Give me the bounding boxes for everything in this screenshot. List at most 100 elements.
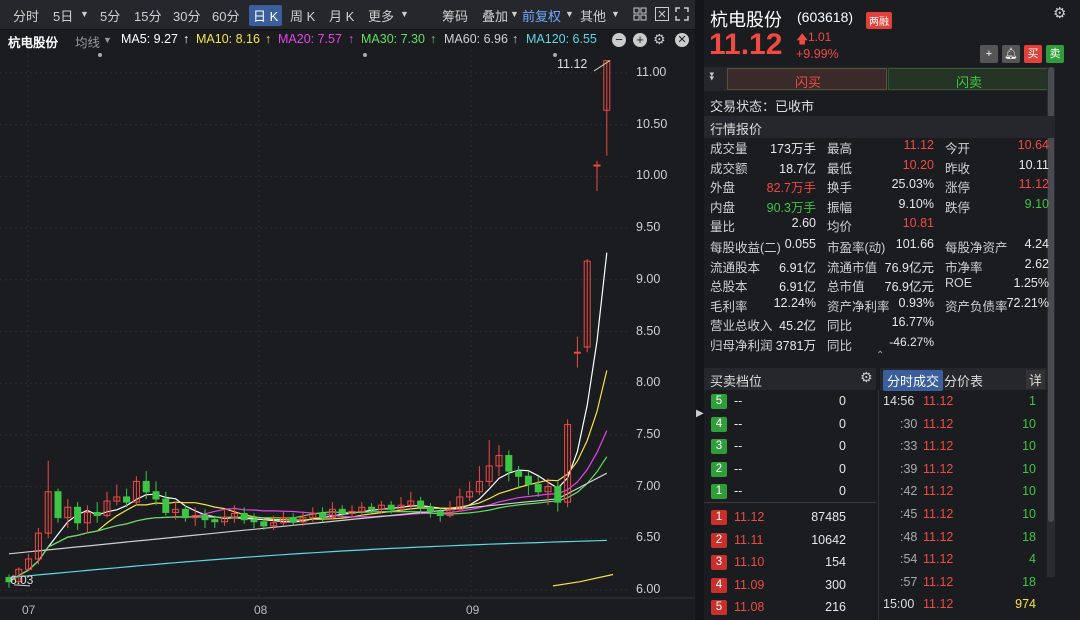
stats-row: 每股收益(二) 0.055 市盈率(动) 101.66 每股净资产 4.24 [710, 237, 1055, 256]
stat-label: 营业总收入 [710, 319, 773, 334]
stat-label: 归母净利润 [710, 339, 773, 353]
period-tab-30min[interactable]: 30分 [173, 9, 201, 24]
panel-collapse-strip[interactable]: ▶ [695, 0, 704, 620]
candle-body [456, 496, 464, 510]
level-volume: 216 [825, 600, 846, 615]
ask-row[interactable]: 5 -- 0 [706, 391, 876, 413]
kline-chart[interactable] [0, 50, 695, 620]
level-badge: 2 [711, 532, 727, 548]
candle-body [436, 510, 444, 517]
stat-value: 11.12 [903, 138, 934, 152]
period-tab-15min[interactable]: 15分 [134, 9, 162, 24]
candle-body [475, 480, 483, 493]
chips-button[interactable]: 筹码 [442, 9, 469, 24]
candle-body [417, 500, 425, 508]
stats-row: 营业总收入 45.2亿 同比 16.77% [710, 315, 1055, 334]
candle-body [5, 577, 13, 583]
buy-button[interactable]: 买 [1024, 45, 1042, 63]
bid-row[interactable]: 3 11.10 154 [706, 552, 876, 574]
level-volume: 0 [839, 416, 846, 431]
bid-row[interactable]: 4 11.09 300 [706, 575, 876, 597]
ma-type-selector[interactable]: 均线 [75, 36, 101, 50]
period-tab-5min[interactable]: 5分 [100, 9, 121, 24]
stat-value: 3781万 [775, 339, 816, 353]
tick-volume: 10 [1022, 484, 1036, 499]
ma60-label: MA60: 6.96 [444, 32, 508, 46]
tick-volume: 4 [1029, 552, 1036, 567]
close-icon[interactable] [654, 6, 670, 22]
flash-buy-button[interactable]: 闪买 [727, 68, 887, 90]
level-badge: 2 [711, 461, 727, 477]
fullscreen-icon[interactable] [674, 6, 690, 22]
sell-button[interactable]: 卖 [1046, 45, 1064, 63]
grid-icon[interactable] [632, 6, 648, 22]
period-tab-timeshare[interactable]: 分时 [13, 9, 40, 24]
flash-sell-button[interactable]: 闪卖 [888, 68, 1048, 90]
chevron-down-icon: ▼ [565, 9, 574, 19]
gear-icon[interactable]: ⚙ [653, 31, 666, 47]
last-price: 11.12 [709, 28, 783, 61]
candle-body [250, 519, 258, 523]
chevron-right-icon[interactable]: ▶ [696, 408, 704, 419]
gear-icon[interactable]: ⚙ [860, 369, 873, 385]
candle-body [279, 517, 287, 524]
tick-row: :48 11.12 18 [880, 527, 1040, 549]
plus-icon[interactable]: + [633, 33, 647, 47]
chart-header: 杭电股份 均线 ▼ MA5: 9.27 ↑ MA10: 8.16 ↑ MA20:… [0, 30, 695, 50]
bid-row[interactable]: 5 11.08 216 [706, 597, 876, 619]
stats-row: 流通股本 6.91亿 流通市值 76.9亿元 市净率 2.62 [710, 257, 1055, 276]
ma-lines [8, 252, 614, 587]
tick-price: 11.12 [923, 597, 954, 612]
stats-row: 总股本 6.91亿 总市值 76.9亿元 ROE 1.25% [710, 276, 1055, 295]
add-watchlist-button[interactable]: + [980, 45, 998, 63]
period-tab-daily[interactable]: 日 K [249, 5, 283, 26]
level-badge: 1 [711, 484, 727, 500]
tick-time: :54 [900, 552, 918, 567]
period-tab-60min[interactable]: 60分 [212, 9, 240, 24]
stat-label: 内盘 [710, 200, 736, 215]
chevron-up-icon[interactable]: ⌃ [876, 350, 885, 361]
chevron-down-icon[interactable]: ▼ [80, 9, 89, 19]
ask-row[interactable]: 3 -- 0 [706, 436, 876, 458]
bid-row[interactable]: 2 11.11 10642 [706, 530, 876, 552]
stat-label: 流通股本 [710, 260, 761, 275]
period-more-menu[interactable]: 更多 [368, 9, 395, 24]
period-tab-monthly[interactable]: 月 K [329, 9, 355, 24]
high-price-label: 11.12 [557, 57, 588, 71]
stat-label: 同比 [827, 339, 853, 353]
bid-row[interactable]: 1 11.12 87485 [706, 507, 876, 529]
stats-row: 量比 2.60 均价 10.81 [710, 216, 1055, 235]
overlay-menu[interactable]: 叠加 [482, 9, 509, 24]
ask-row[interactable]: 2 -- 0 [706, 459, 876, 481]
stat-value: 1.25% [1013, 276, 1049, 291]
scrollbar-thumb[interactable] [1048, 67, 1054, 522]
ma120-line [8, 539, 607, 579]
candle-body [240, 512, 248, 521]
candle-body [377, 504, 385, 510]
chart-marks [13, 60, 611, 587]
other-menu[interactable]: 其他 [580, 9, 607, 24]
period-tab-weekly[interactable]: 周 K [290, 9, 316, 24]
ask-row[interactable]: 1 -- 0 [706, 481, 876, 503]
tab-timeshare-trades[interactable]: 分时成交 [883, 370, 944, 391]
stat-label: 成交量 [710, 142, 748, 156]
y-tick-label: 8.00 [636, 375, 661, 390]
bell-icon[interactable]: 🔔︎ [1002, 45, 1020, 63]
panel-scrollbar[interactable] [1047, 67, 1055, 577]
minus-icon[interactable]: − [612, 33, 626, 47]
candle-body [221, 517, 229, 523]
tick-row: 15:00 11.12 974 [880, 594, 1040, 616]
adjust-menu[interactable]: 前复权 [522, 9, 562, 24]
period-tab-5day[interactable]: 5日 [53, 9, 74, 24]
close-icon[interactable]: ✕ [675, 33, 689, 47]
ask-row[interactable]: 4 -- 0 [706, 414, 876, 436]
detail-button[interactable]: 详 [1026, 370, 1046, 389]
candle-body [603, 60, 611, 111]
gear-icon[interactable]: ⚙ [1053, 5, 1067, 22]
tab-price-table[interactable]: 分价表 [944, 374, 984, 389]
candle-body [162, 498, 170, 513]
level-volume: 0 [839, 461, 846, 476]
stat-value: 0.93% [898, 295, 934, 310]
low-marker-line [13, 584, 31, 587]
double-chevron-down-icon[interactable]: ⏬︎ [710, 71, 716, 83]
